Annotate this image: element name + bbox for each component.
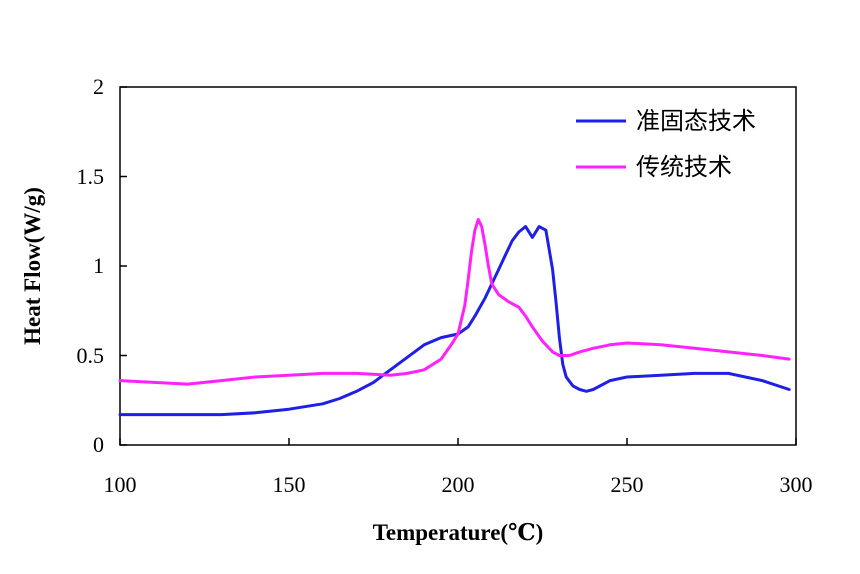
x-axis-title: Temperature(℃): [373, 520, 544, 545]
y-tick-label: 1: [93, 253, 104, 278]
y-tick-label: 1.5: [77, 164, 105, 189]
x-tick-label: 300: [780, 472, 813, 497]
series-line: [118, 225, 791, 417]
x-tick-label: 250: [611, 472, 644, 497]
legend-item: 传统技术: [576, 153, 732, 181]
x-tick-label: 100: [104, 472, 137, 497]
legend: 准固态技术 传统技术: [576, 107, 756, 181]
y-tick-label: 2: [93, 74, 104, 99]
x-tick-label: 150: [273, 472, 306, 497]
legend-label: 准固态技术: [636, 107, 756, 135]
series-line: [118, 218, 791, 386]
x-axis: 100 150 200 250 300 Temperature(℃): [104, 438, 813, 545]
y-tick-marks: [120, 86, 127, 446]
legend-label: 传统技术: [636, 153, 732, 181]
y-axis-title: Heat Flow(W/g): [20, 187, 45, 345]
series-lines: [118, 218, 791, 417]
y-tick-label: 0: [93, 432, 104, 457]
legend-item: 准固态技术: [576, 107, 756, 135]
x-tick-marks: [119, 438, 797, 445]
x-tick-label: 200: [442, 472, 475, 497]
y-tick-label: 0.5: [77, 343, 105, 368]
y-axis: 0 0.5 1 1.5 2 Heat Flow(W/g): [20, 74, 127, 457]
